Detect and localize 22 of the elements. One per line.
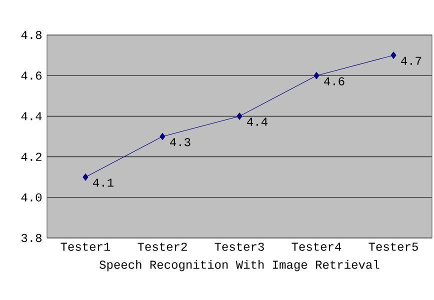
x-tick-label: Tester1 [60, 242, 110, 251]
point [160, 132, 166, 140]
y-tick-label: 4.8 [21, 30, 42, 40]
point [82, 173, 88, 181]
x-axis-title: Speech Recognition With Image Retrieval [100, 260, 380, 272]
point [236, 112, 242, 120]
x-tick-label: Tester5 [368, 242, 418, 251]
data-label: 4.1 [93, 178, 114, 187]
point [314, 72, 320, 80]
data-label: 4.3 [170, 138, 190, 146]
y-tick-label: 4.2 [21, 152, 42, 161]
data-label: 4.6 [324, 77, 344, 86]
data-label: 4.4 [247, 118, 268, 126]
point [390, 52, 396, 59]
y-tick-label: 3.8 [21, 234, 42, 242]
data-label: 4.7 [401, 56, 422, 65]
y-tick-label: 4.4 [21, 112, 42, 120]
x-tick-label: Tester2 [138, 242, 187, 251]
y-tick-label: 4.0 [21, 193, 42, 202]
x-tick-label: Tester4 [292, 242, 342, 251]
x-tick-label: Tester3 [214, 242, 264, 251]
y-tick-label: 4.6 [21, 72, 42, 80]
